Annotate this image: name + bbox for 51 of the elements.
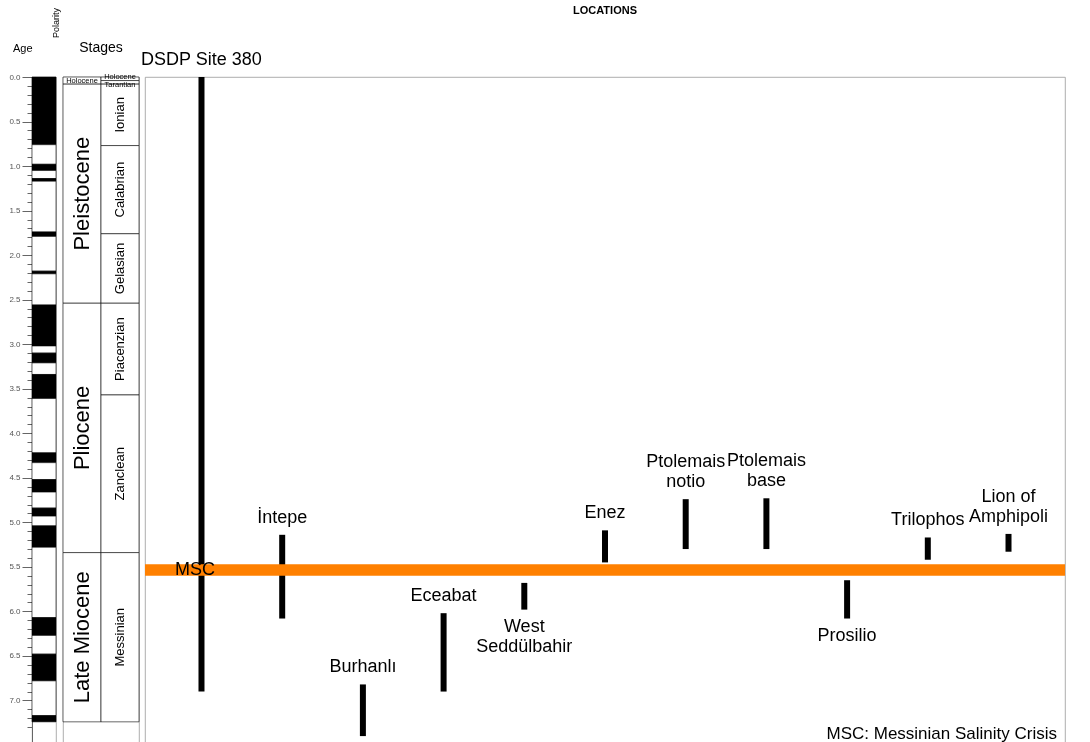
- x-tick-label: DSDP Site 380: [141, 49, 262, 69]
- bar: [31, 180, 57, 233]
- y-tick-label: 1.0: [9, 161, 22, 171]
- x-tick-label: Enez: [584, 502, 626, 523]
- data-label: Pleistocene: [69, 136, 94, 251]
- data-label: Gelasian: [112, 242, 127, 295]
- y-tick-label: 5.5: [9, 562, 22, 572]
- x-tick-label: Eceabat: [410, 585, 477, 606]
- data-label: Late Miocene: [69, 571, 94, 704]
- x-tick-label: Trilophos: [891, 509, 965, 530]
- data-label: Ionian: [112, 97, 127, 133]
- y-tick-label: 7.0: [9, 695, 22, 705]
- chart-title: Stages: [79, 38, 123, 55]
- bar: [602, 530, 608, 563]
- bar: [682, 499, 689, 550]
- y-tick-label: 2.0: [9, 250, 22, 260]
- band-label: MSC: [175, 558, 215, 579]
- bar: [763, 498, 770, 550]
- x-tick-label: Lion of Amphipoli: [968, 485, 1049, 526]
- data-label: Pliocene: [69, 385, 94, 471]
- data-label: Piacenzian: [112, 317, 127, 381]
- bar: [521, 582, 528, 610]
- y-tick-label: 0.0: [9, 72, 22, 82]
- y-tick-label: 3.0: [9, 339, 22, 349]
- y-tick-label: 2.5: [9, 295, 22, 305]
- bar: [440, 613, 447, 692]
- x-tick-label: Ptolemais base: [726, 450, 806, 491]
- chart-title: Polarity: [51, 7, 62, 39]
- x-tick-label: Prosilio: [817, 624, 877, 645]
- y-tick-label: 4.5: [9, 473, 22, 483]
- data-label: Zanclean: [112, 447, 127, 501]
- chart-title: LOCATIONS: [573, 4, 637, 16]
- bar: [359, 684, 366, 737]
- x-tick-label: Burhanlı: [329, 656, 397, 677]
- data-label: Calabrian: [112, 161, 127, 218]
- bar: [1005, 533, 1012, 552]
- y-tick-label: 4.0: [9, 428, 22, 438]
- x-tick-label: West Seddülbahir: [476, 615, 573, 656]
- x-tick-label: Ptolemais notio: [646, 451, 726, 492]
- data-label: Messinian: [112, 607, 127, 667]
- y-tick-label: 6.0: [9, 606, 22, 616]
- y-tick-label: 0.5: [9, 117, 22, 127]
- y-tick-label: 5.0: [9, 517, 22, 527]
- bar: [924, 537, 931, 560]
- x-tick-label: İntepe: [257, 506, 308, 527]
- annotation: MSC: Messinian Salinity Crisis: [826, 724, 1057, 742]
- bar: [844, 580, 851, 619]
- y-tick-label: 1.5: [9, 206, 22, 216]
- y-tick-label: 3.5: [9, 384, 22, 394]
- y-axis-title: Age: [12, 41, 33, 54]
- y-tick-label: 6.5: [9, 651, 22, 661]
